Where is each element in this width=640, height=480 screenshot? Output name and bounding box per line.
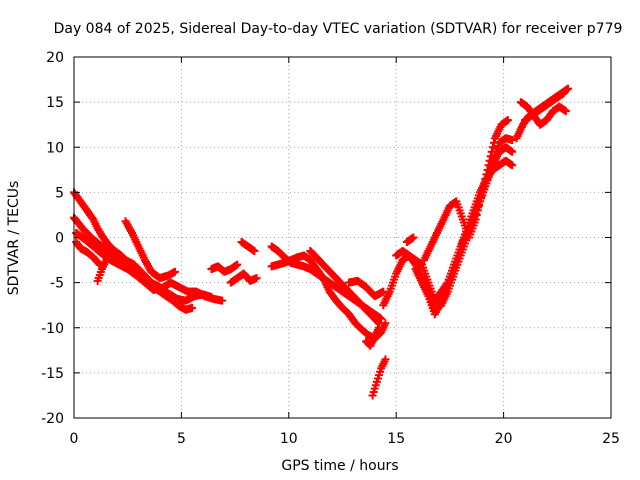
- x-tick-label: 20: [495, 431, 513, 447]
- y-tick-label: 0: [55, 231, 64, 247]
- y-tick-label: -15: [41, 366, 64, 382]
- data-point: [375, 323, 384, 332]
- y-tick-label: 15: [46, 95, 64, 111]
- data-point: [409, 233, 418, 242]
- data-point: [508, 161, 517, 170]
- data-point: [250, 247, 259, 256]
- data-point: [233, 260, 242, 269]
- chart-title: Day 084 of 2025, Sidereal Day-to-day VTE…: [54, 21, 623, 37]
- data-point: [473, 206, 482, 215]
- data-point: [486, 152, 495, 161]
- x-tick-label: 10: [280, 431, 298, 447]
- data-point: [508, 147, 517, 156]
- data-point: [564, 84, 573, 93]
- data-point: [102, 256, 111, 265]
- data-point: [252, 274, 261, 283]
- y-tick-label: 10: [46, 140, 64, 156]
- data-point: [478, 188, 487, 197]
- data-point: [479, 183, 488, 192]
- y-tick-label: 20: [46, 50, 64, 66]
- y-tick-label: -20: [41, 411, 64, 427]
- x-tick-label: 15: [387, 431, 405, 447]
- data-point: [218, 296, 227, 305]
- data-point: [472, 210, 481, 219]
- data-point: [170, 267, 179, 276]
- x-axis-label: GPS time / hours: [281, 458, 398, 474]
- data-point: [489, 138, 498, 147]
- x-tick-label: 0: [70, 431, 79, 447]
- data-point: [475, 197, 484, 206]
- data-point: [482, 170, 491, 179]
- y-axis-label: SDTVAR / TECUs: [6, 181, 22, 296]
- data-point: [477, 192, 486, 201]
- data-point: [188, 303, 197, 312]
- data-point: [485, 156, 494, 165]
- x-tick-label: 5: [177, 431, 186, 447]
- x-tick-label: 25: [602, 431, 620, 447]
- axis-ticks: 0 5 10 15 20 25 -20 -15 -10 -5 0 5 10 15 20: [41, 50, 620, 447]
- data-point: [503, 116, 512, 125]
- data-point: [508, 136, 517, 145]
- data-points: [70, 84, 573, 400]
- data-point: [381, 355, 390, 364]
- data-point: [474, 201, 483, 210]
- data-point: [559, 89, 568, 98]
- data-point: [481, 174, 490, 183]
- y-tick-label: 5: [55, 185, 64, 201]
- data-point: [484, 161, 493, 170]
- data-point: [480, 179, 489, 188]
- data-point: [487, 147, 496, 156]
- data-point: [373, 318, 382, 327]
- data-point: [561, 107, 570, 116]
- y-tick-label: -5: [50, 276, 64, 292]
- y-tick-label: -10: [41, 321, 64, 337]
- data-point: [488, 143, 497, 152]
- data-point: [483, 165, 492, 174]
- data-point: [94, 259, 103, 268]
- data-point: [471, 215, 480, 224]
